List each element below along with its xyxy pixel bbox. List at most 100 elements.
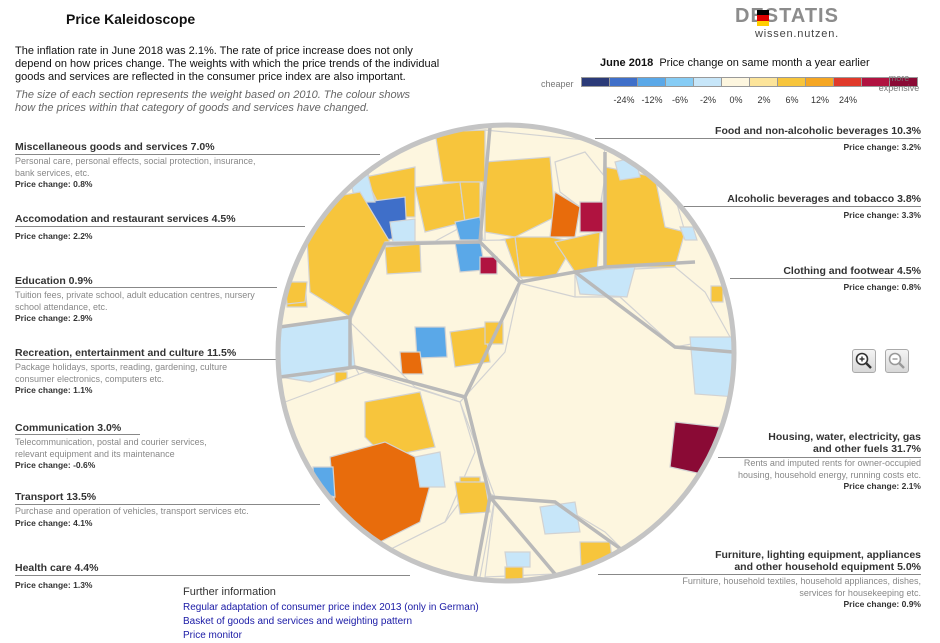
category-name-line1: Housing, water, electricity, gas xyxy=(768,431,921,443)
category-health[interactable]: Health care 4.4% Price change: 1.3% xyxy=(15,562,277,590)
zoom-out-button[interactable] xyxy=(885,349,909,373)
cell-misc[interactable] xyxy=(434,129,486,183)
category-name: Alcoholic beverages and tobacco 3.8% xyxy=(727,193,921,205)
category-name: Communication 3.0% xyxy=(15,422,122,434)
category-alcohol[interactable]: Alcoholic beverages and tobacco 3.8% Pri… xyxy=(681,193,921,220)
category-desc: Rents and imputed rents for owner-occupi… xyxy=(738,458,921,480)
category-housing[interactable]: Housing, water, electricity, gas and oth… xyxy=(681,431,921,491)
logo-wordmark: DESTATIS xyxy=(735,5,839,27)
cell-recreation[interactable] xyxy=(479,256,498,275)
cell-recreation[interactable] xyxy=(384,243,422,275)
zoom-in-button[interactable] xyxy=(852,349,876,373)
leader-line xyxy=(15,287,277,288)
category-change: Price change: 1.1% xyxy=(15,385,93,395)
legend-swatch xyxy=(609,77,638,87)
logo-tagline: wissen.nutzen. xyxy=(755,28,839,40)
legend-tick-label: 24% xyxy=(838,95,858,105)
category-desc: Furniture, household textiles, household… xyxy=(682,576,921,598)
cell-furniture[interactable] xyxy=(504,551,531,568)
category-change: Price change: 0.8% xyxy=(843,282,921,292)
intro-text: The inflation rate in June 2018 was 2.1%… xyxy=(15,45,440,83)
category-clothing[interactable]: Clothing and footwear 4.5% Price change:… xyxy=(681,265,921,292)
further-information-title: Further information xyxy=(183,586,276,598)
legend-swatch xyxy=(637,77,666,87)
link-price-monitor[interactable]: Price monitor xyxy=(183,630,242,641)
category-recreation[interactable]: Recreation, entertainment and culture 11… xyxy=(15,347,277,395)
category-furniture[interactable]: Furniture, lighting equipment, appliance… xyxy=(681,549,921,609)
category-desc: Package holidays, sports, reading, garde… xyxy=(15,362,228,384)
category-change: Price change: 1.3% xyxy=(15,580,93,590)
cell-clothing[interactable] xyxy=(574,266,636,298)
leader-line xyxy=(15,575,410,576)
category-misc[interactable]: Miscellaneous goods and services 7.0% Pe… xyxy=(15,141,277,189)
legend-swatch xyxy=(665,77,694,87)
cell-food[interactable] xyxy=(579,201,604,233)
category-name: Miscellaneous goods and services 7.0% xyxy=(15,141,215,153)
category-transport[interactable]: Transport 13.5% Purchase and operation o… xyxy=(15,491,277,528)
legend-swatch xyxy=(749,77,778,87)
category-name: Education 0.9% xyxy=(15,275,93,287)
kaleidoscope-rim xyxy=(275,122,737,584)
cell-recreation[interactable] xyxy=(399,351,424,375)
legend-tick-label: 2% xyxy=(757,95,771,105)
category-change: Price change: 4.1% xyxy=(15,517,93,528)
legend-tick-label: 12% xyxy=(810,95,830,105)
destatis-logo[interactable]: DESTATIS wissen.nutzen. xyxy=(735,5,860,41)
legend-tick-label: -24% xyxy=(613,95,635,105)
legend-swatch xyxy=(721,77,750,87)
cell-misc[interactable] xyxy=(389,218,416,243)
category-name: Food and non-alcoholic beverages 10.3% xyxy=(715,125,921,137)
leader-line xyxy=(15,226,305,227)
category-name-line1: Furniture, lighting equipment, appliance… xyxy=(715,549,921,561)
cell-alcohol[interactable] xyxy=(679,226,698,241)
cell-furniture[interactable] xyxy=(539,501,581,535)
legend-cheaper-label: cheaper xyxy=(541,79,574,89)
category-name-line2: and other household equipment 5.0% xyxy=(734,561,921,573)
leader-line xyxy=(15,359,277,360)
divider xyxy=(573,270,734,354)
price-kaleidoscope[interactable] xyxy=(275,122,737,584)
cell-recreation[interactable] xyxy=(449,326,491,368)
divider xyxy=(463,281,557,576)
legend-month: June 2018 xyxy=(600,57,654,69)
category-food[interactable]: Food and non-alcoholic beverages 10.3% P… xyxy=(681,125,921,152)
category-change: Price change: 3.3% xyxy=(843,210,921,220)
cell-food[interactable] xyxy=(484,156,556,238)
legend-color-scale xyxy=(581,77,918,89)
cell-transport[interactable] xyxy=(364,391,436,458)
legend-swatch xyxy=(693,77,722,87)
leader-line xyxy=(15,434,140,435)
category-accommodation[interactable]: Accomodation and restaurant services 4.5… xyxy=(15,213,277,241)
legend-swatch xyxy=(805,77,834,87)
leader-line xyxy=(680,206,921,207)
category-change: Price change: 2.1% xyxy=(843,481,921,491)
legend-swatch xyxy=(889,77,918,87)
cell-health[interactable] xyxy=(454,481,491,515)
cell-recreation[interactable] xyxy=(414,326,448,359)
leader-line xyxy=(15,504,320,505)
legend-swatch xyxy=(581,77,610,87)
legend-title: June 2018 Price change on same month a y… xyxy=(600,57,870,69)
link-basket-weighting[interactable]: Basket of goods and services and weighti… xyxy=(183,616,413,627)
category-change: Price change: 0.9% xyxy=(843,599,921,609)
legend-tick-label: -2% xyxy=(699,95,717,105)
category-desc: Personal care, personal effects, social … xyxy=(15,156,256,178)
category-communication[interactable]: Communication 3.0% Telecommunication, po… xyxy=(15,422,277,470)
category-change: Price change: -0.6% xyxy=(15,460,96,470)
zoom-in-icon xyxy=(855,352,872,369)
cell-clothing[interactable] xyxy=(710,285,724,303)
divider xyxy=(279,240,481,329)
legend-tick-label: -6% xyxy=(671,95,689,105)
divider xyxy=(478,126,492,243)
flag-icon xyxy=(757,10,769,26)
leader-line xyxy=(718,457,921,458)
app-title: Price Kaleidoscope xyxy=(66,11,196,27)
legend-ticks: -24% -12% -6% -2% 0% 2% 6% 12% 24% xyxy=(581,95,881,107)
divider xyxy=(473,496,492,578)
category-desc: Telecommunication, postal and courier se… xyxy=(15,437,207,459)
category-name: Transport 13.5% xyxy=(15,491,97,503)
zoom-out-icon xyxy=(888,352,905,369)
link-cpi-adaptation[interactable]: Regular adaptation of consumer price ind… xyxy=(183,602,479,613)
category-education[interactable]: Education 0.9% Tuition fees, private sch… xyxy=(15,275,277,323)
cell-transport[interactable] xyxy=(414,451,446,488)
